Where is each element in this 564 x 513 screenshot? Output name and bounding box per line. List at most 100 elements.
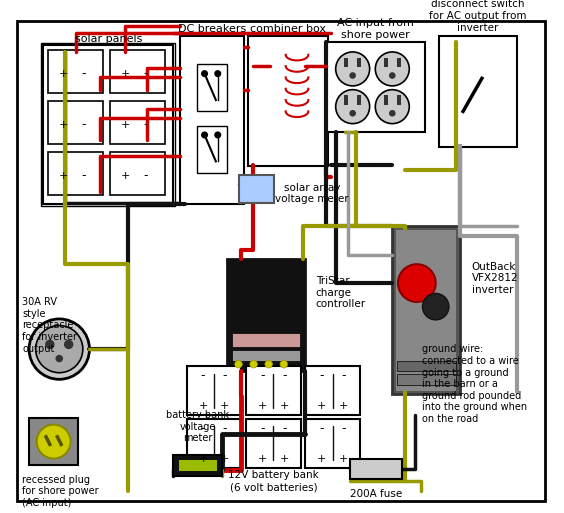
Bar bbox=[358, 95, 361, 105]
Circle shape bbox=[422, 293, 449, 320]
Circle shape bbox=[389, 110, 395, 116]
Circle shape bbox=[398, 264, 435, 302]
Bar bbox=[326, 43, 425, 132]
Text: -: - bbox=[282, 422, 287, 435]
Bar bbox=[29, 418, 78, 465]
Bar bbox=[306, 366, 360, 415]
Bar bbox=[48, 101, 103, 144]
Text: +: + bbox=[121, 120, 130, 130]
Bar bbox=[397, 95, 401, 105]
Text: -: - bbox=[320, 422, 324, 435]
Bar bbox=[306, 419, 360, 468]
Text: -: - bbox=[201, 422, 205, 435]
Text: +: + bbox=[59, 171, 68, 181]
Circle shape bbox=[349, 110, 356, 116]
Bar bbox=[179, 460, 217, 471]
Bar bbox=[197, 126, 227, 173]
Text: -: - bbox=[201, 369, 205, 382]
Bar bbox=[48, 152, 103, 195]
Text: -: - bbox=[81, 67, 86, 81]
Bar bbox=[232, 333, 300, 347]
Text: +: + bbox=[258, 401, 267, 411]
Bar bbox=[397, 57, 401, 67]
Bar bbox=[396, 230, 456, 390]
Bar bbox=[397, 373, 456, 385]
Text: ground wire:
connected to a wire
going to a ground
in the barn or a
ground rod p: ground wire: connected to a wire going t… bbox=[422, 344, 527, 424]
Text: +: + bbox=[199, 401, 208, 411]
Text: -: - bbox=[143, 67, 148, 81]
Bar bbox=[232, 350, 300, 361]
Circle shape bbox=[336, 90, 369, 124]
Text: +: + bbox=[121, 69, 130, 79]
Text: +: + bbox=[280, 401, 289, 411]
Bar bbox=[246, 366, 301, 415]
Circle shape bbox=[215, 71, 221, 76]
Text: DC breakers: DC breakers bbox=[178, 24, 246, 34]
Bar bbox=[350, 459, 402, 479]
Text: OutBack
VFX2812
inverter: OutBack VFX2812 inverter bbox=[472, 262, 518, 295]
Bar bbox=[43, 45, 173, 204]
Bar bbox=[41, 44, 175, 206]
Text: -: - bbox=[223, 422, 227, 435]
Text: +: + bbox=[220, 401, 230, 411]
Text: recessed plug
for shore power
(AC input): recessed plug for shore power (AC input) bbox=[23, 475, 99, 508]
Circle shape bbox=[29, 319, 90, 379]
Text: +: + bbox=[258, 453, 267, 464]
Text: -: - bbox=[81, 119, 86, 131]
Text: +: + bbox=[317, 453, 327, 464]
Text: disconnect switch
for AC output from
inverter: disconnect switch for AC output from inv… bbox=[429, 0, 527, 33]
Text: TriStar
charge
controller: TriStar charge controller bbox=[316, 276, 366, 309]
Bar bbox=[227, 260, 305, 371]
Bar bbox=[344, 57, 348, 67]
Text: 200A fuse: 200A fuse bbox=[350, 489, 402, 499]
Bar bbox=[110, 101, 165, 144]
Text: battery bank
voltage
meter: battery bank voltage meter bbox=[166, 410, 230, 443]
Text: 30A RV
style
receptacle
for inverter
output: 30A RV style receptacle for inverter out… bbox=[23, 297, 77, 353]
Circle shape bbox=[37, 425, 70, 459]
Bar bbox=[358, 57, 361, 67]
Bar bbox=[248, 36, 328, 166]
Circle shape bbox=[45, 340, 55, 349]
Text: +: + bbox=[59, 120, 68, 130]
Text: +: + bbox=[199, 453, 208, 464]
Text: +: + bbox=[317, 401, 327, 411]
Bar bbox=[110, 152, 165, 195]
Bar bbox=[180, 36, 244, 204]
Text: solar panels: solar panels bbox=[74, 34, 142, 44]
Text: +: + bbox=[280, 453, 289, 464]
Bar bbox=[344, 95, 348, 105]
Circle shape bbox=[349, 72, 356, 79]
Circle shape bbox=[389, 72, 395, 79]
Text: -: - bbox=[282, 369, 287, 382]
Text: combiner box: combiner box bbox=[250, 24, 326, 34]
Bar bbox=[187, 419, 241, 468]
Text: -: - bbox=[81, 169, 86, 182]
Circle shape bbox=[55, 355, 63, 362]
Circle shape bbox=[375, 52, 409, 86]
Circle shape bbox=[235, 361, 243, 368]
Bar bbox=[239, 174, 274, 203]
Text: +: + bbox=[121, 171, 130, 181]
Text: +: + bbox=[220, 453, 230, 464]
Text: solar array
voltage meter: solar array voltage meter bbox=[275, 183, 349, 204]
Text: 12V battery bank
(6 volt batteries): 12V battery bank (6 volt batteries) bbox=[228, 470, 319, 492]
Bar bbox=[439, 36, 517, 147]
Bar bbox=[110, 50, 165, 93]
Bar bbox=[397, 361, 456, 371]
Text: +: + bbox=[59, 69, 68, 79]
Bar bbox=[246, 419, 301, 468]
Text: -: - bbox=[342, 369, 346, 382]
Bar bbox=[187, 366, 241, 415]
Text: -: - bbox=[143, 169, 148, 182]
Circle shape bbox=[336, 52, 369, 86]
Text: -: - bbox=[260, 369, 265, 382]
Text: -: - bbox=[320, 369, 324, 382]
Bar bbox=[173, 455, 222, 476]
Text: +: + bbox=[339, 453, 349, 464]
Text: -: - bbox=[223, 369, 227, 382]
Text: -: - bbox=[260, 422, 265, 435]
Bar bbox=[48, 50, 103, 93]
Circle shape bbox=[250, 361, 257, 368]
Circle shape bbox=[202, 132, 208, 138]
Text: -: - bbox=[342, 422, 346, 435]
